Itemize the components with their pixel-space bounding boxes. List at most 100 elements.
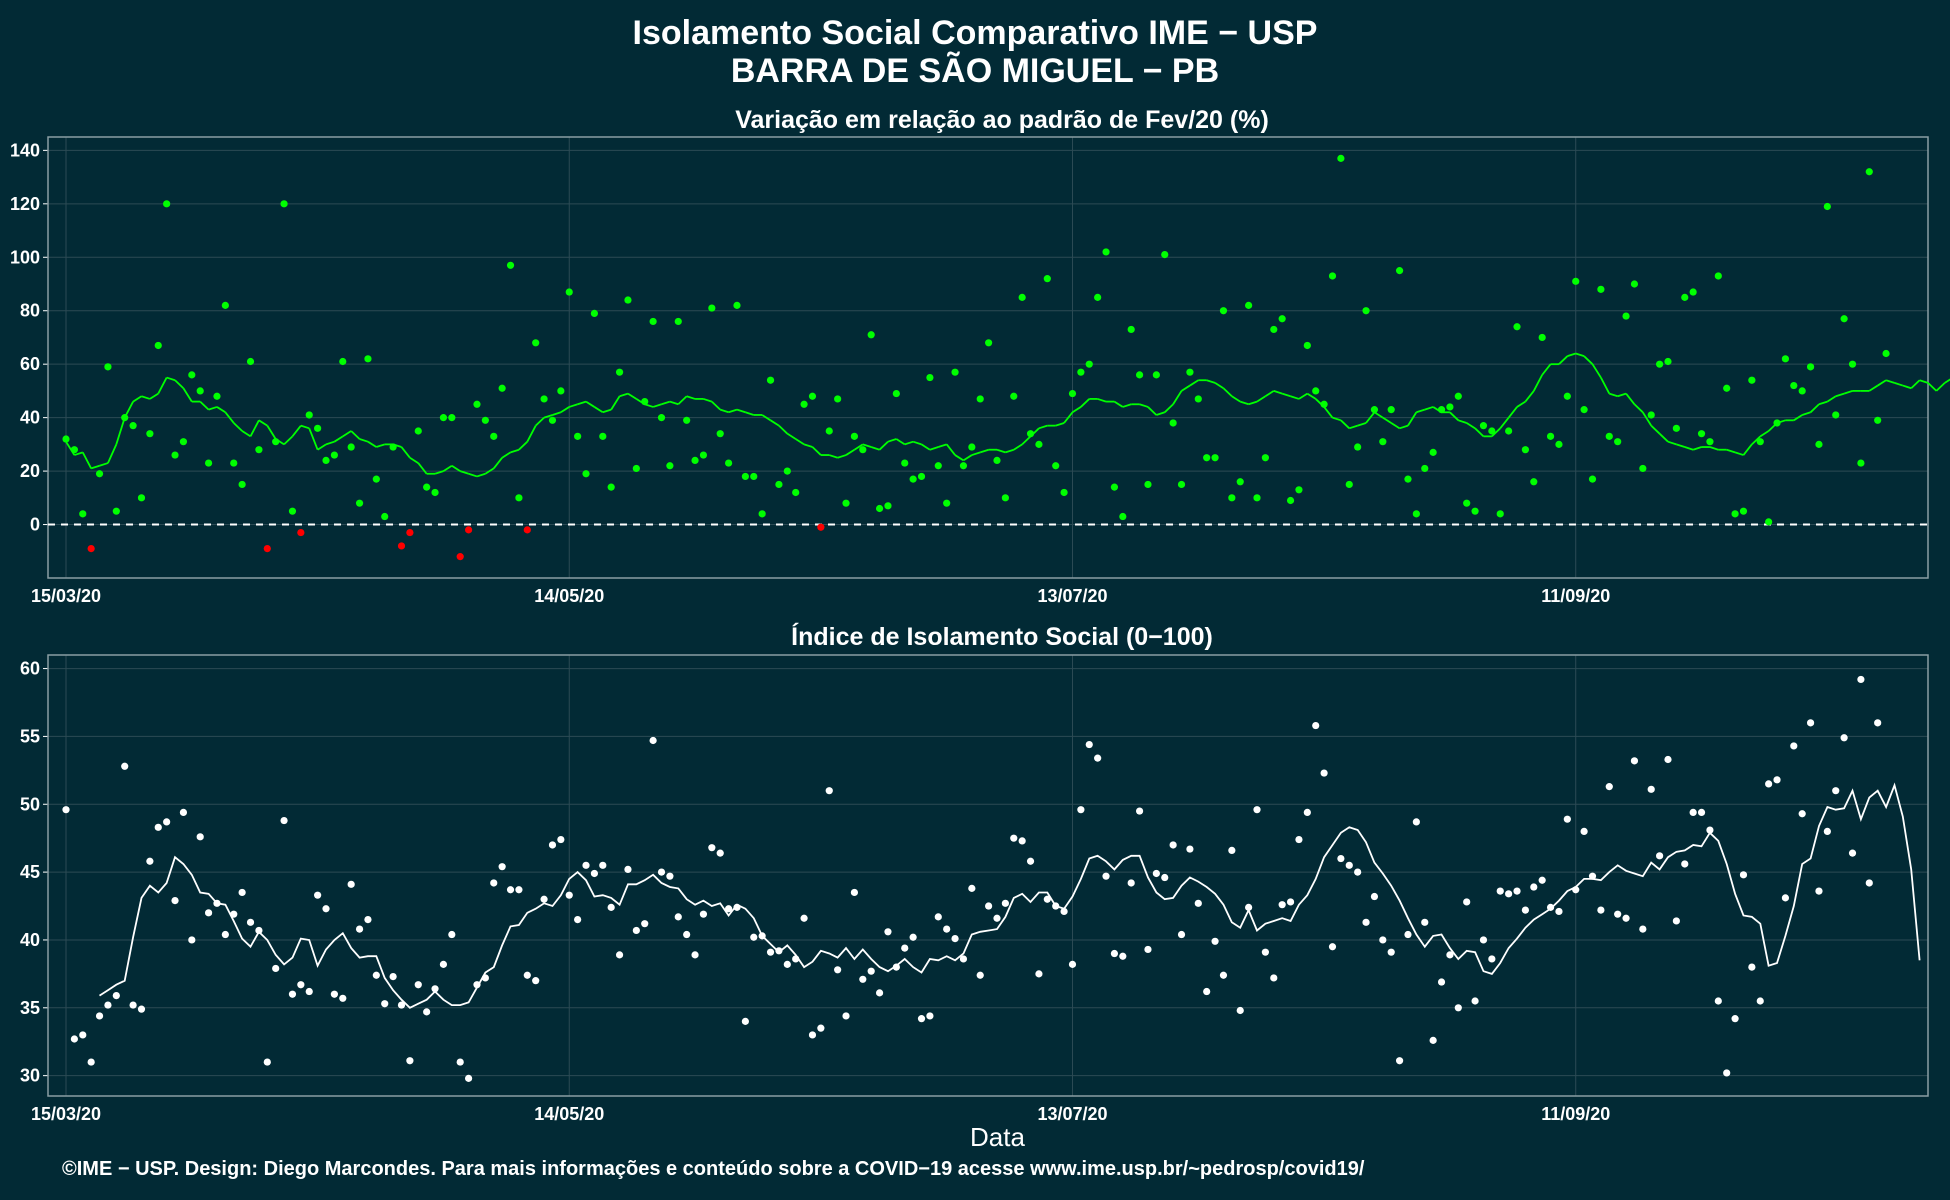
moving-average-segment [1935, 382, 1946, 392]
moving-average-segment [904, 440, 914, 446]
data-point [683, 930, 691, 939]
data-point [389, 443, 397, 451]
data-point [1270, 974, 1278, 982]
data-point [859, 975, 867, 983]
data-point [1714, 272, 1722, 280]
data-point [364, 916, 372, 924]
moving-average-segment [258, 419, 268, 427]
moving-average-segment [149, 392, 159, 400]
data-point [1723, 1069, 1731, 1077]
data-point [1865, 168, 1873, 176]
data-point [1320, 400, 1328, 408]
data-point [1647, 411, 1655, 419]
data-point [1874, 416, 1882, 424]
data-point [1043, 895, 1051, 903]
moving-average-segment [1139, 403, 1149, 408]
data-point [498, 384, 506, 392]
moving-average-segment [81, 451, 92, 469]
data-point [599, 861, 607, 869]
moving-average-segment [602, 408, 612, 414]
data-point [1463, 898, 1471, 906]
moving-average-segment [1214, 382, 1224, 389]
moving-average-segment [99, 462, 109, 467]
data-point [87, 1058, 95, 1066]
moving-average-segment [115, 417, 126, 445]
data-point [666, 462, 674, 470]
data-point [188, 936, 196, 944]
data-point [1437, 978, 1446, 986]
moving-average-segment [535, 416, 545, 427]
data-point [1253, 494, 1261, 502]
data-point [179, 808, 188, 817]
moving-average-segment [1231, 395, 1241, 403]
data-point [1085, 360, 1093, 368]
data-point [1286, 496, 1295, 505]
moving-average-segment [669, 400, 679, 406]
data-point [1270, 325, 1278, 334]
data-point [708, 304, 716, 312]
data-point [934, 462, 942, 470]
moving-average-segment [1357, 422, 1367, 427]
moving-average-segment [770, 419, 780, 427]
data-point [1748, 376, 1756, 384]
moving-average-segment [1323, 406, 1334, 419]
moving-average-segment [610, 395, 621, 411]
moving-average-segment [1801, 411, 1811, 416]
data-point [196, 833, 204, 841]
data-point [649, 736, 657, 745]
data-point [615, 951, 624, 959]
moving-average-segment [795, 438, 805, 446]
moving-average-segment [1264, 390, 1275, 398]
moving-average-segment [400, 446, 411, 459]
moving-average-segment [233, 422, 243, 432]
data-point [456, 553, 464, 561]
data-point [1739, 507, 1748, 515]
moving-average-segment [661, 400, 671, 406]
data-point [1622, 312, 1630, 320]
data-point [1236, 1006, 1244, 1015]
data-point [1639, 464, 1647, 473]
data-point [775, 480, 783, 489]
data-point [1513, 323, 1521, 331]
data-point [1714, 997, 1722, 1005]
moving-average-segment [1558, 355, 1568, 365]
data-point [255, 926, 263, 935]
data-point [951, 368, 959, 376]
data-point [901, 944, 909, 952]
moving-average-segment [1256, 395, 1266, 403]
data-point [163, 818, 171, 826]
data-point [725, 905, 733, 913]
moving-average-segment [1609, 392, 1618, 398]
data-point [154, 341, 162, 350]
data-point [1614, 438, 1622, 446]
data-point [649, 317, 657, 326]
panel-variation: Variação em relação ao padrão de Fev/20 … [10, 106, 1950, 606]
y-tick-label: 100 [10, 247, 40, 267]
data-point [725, 459, 733, 467]
data-point [1060, 907, 1068, 916]
moving-average-segment [342, 430, 352, 438]
data-point [1555, 440, 1563, 448]
moving-average-segment [1189, 379, 1199, 387]
x-tick-label: 15/03/20 [31, 586, 101, 606]
data-point [825, 427, 833, 435]
data-point [1505, 890, 1513, 898]
data-point [1463, 499, 1471, 507]
data-point [565, 288, 573, 296]
data-point [1018, 837, 1026, 845]
data-point [246, 357, 255, 366]
moving-average-segment [711, 400, 721, 411]
data-point [800, 400, 808, 408]
data-point [1446, 403, 1454, 411]
data-point [1026, 430, 1035, 438]
data-point [1882, 349, 1890, 358]
data-point [1572, 277, 1580, 285]
moving-average-segment [1591, 363, 1602, 379]
moving-average-segment [249, 419, 260, 437]
data-point [951, 934, 959, 943]
moving-average-segment [736, 408, 746, 414]
data-point [1186, 368, 1194, 376]
data-point [414, 427, 422, 435]
data-point [280, 200, 288, 208]
data-point [1295, 835, 1303, 844]
